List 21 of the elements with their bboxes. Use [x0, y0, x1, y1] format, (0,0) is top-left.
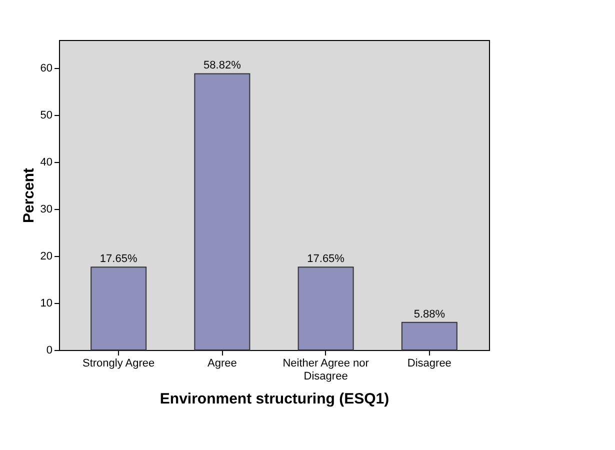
y-tick-label: 0: [46, 344, 52, 356]
data-label: 17.65%: [100, 253, 138, 266]
data-label: 58.82%: [204, 60, 242, 72]
y-tick-label: 30: [40, 204, 52, 216]
data-label: 17.65%: [307, 253, 345, 266]
y-tick-label: 20: [40, 250, 52, 263]
y-tick-label: 50: [40, 110, 52, 122]
y-tick-label: 10: [40, 298, 52, 310]
data-label: 5.88%: [414, 308, 446, 320]
x-tick-label: Strongly Agree: [82, 358, 155, 370]
x-tick-label: Disagree: [407, 358, 452, 370]
bar: [194, 73, 250, 350]
y-tick-label: 40: [40, 156, 52, 169]
y-tick-label: 60: [40, 62, 52, 75]
bar: [401, 322, 458, 350]
bar: [298, 266, 354, 350]
x-axis-title: Environment structuring (ESQ1): [160, 390, 390, 408]
x-tick-label: Agree: [208, 358, 237, 370]
x-tick-label: Neither Agree nor Disagree: [282, 358, 370, 382]
y-axis-title: Percent: [20, 168, 38, 224]
bar: [90, 266, 147, 350]
